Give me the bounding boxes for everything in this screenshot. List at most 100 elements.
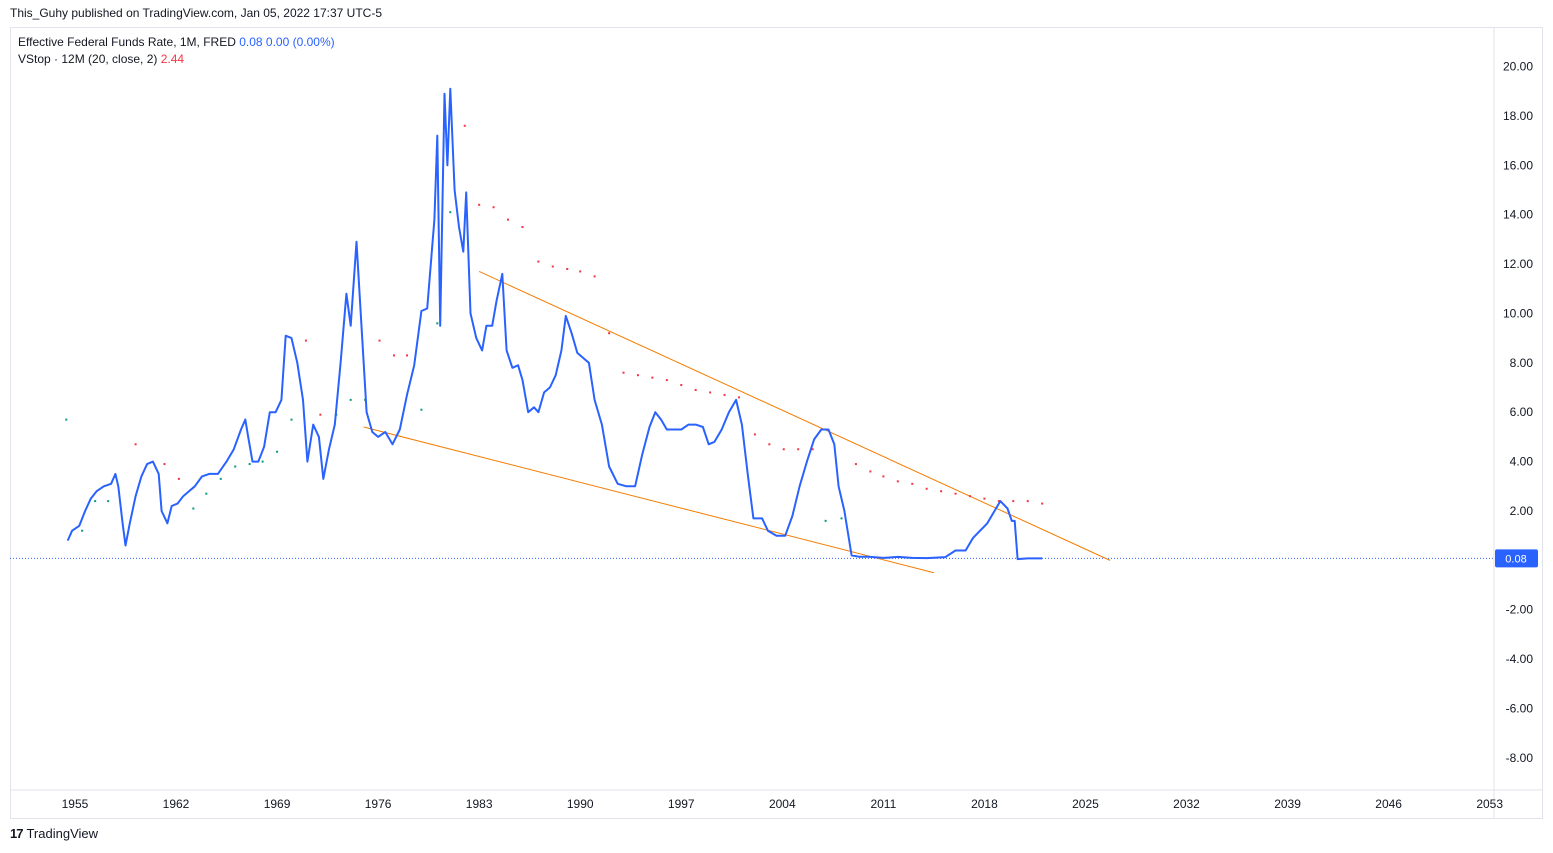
x-tick-label: 1983 [466,797,493,811]
y-tick-label: 16.00 [1503,158,1533,172]
vstop-point [768,443,771,446]
x-tick-label: 2004 [769,797,796,811]
vstop-point [205,492,208,495]
vstop-point [1026,500,1029,503]
last-price-tag: 0.08 [1495,549,1538,568]
vstop-point [694,388,697,391]
tradingview-logo-icon: 17 [10,826,24,841]
vstop-point [405,354,408,357]
trendlines[interactable] [363,271,1111,574]
vstop-point [276,450,279,453]
vstop-point [81,529,84,532]
vstop-point [551,265,554,268]
x-tick-label: 1955 [62,797,89,811]
price-axis[interactable]: 20.00 18.00 16.00 14.00 12.00 10.00 8.00 6.00 4.… [1503,60,1533,765]
vstop-point [507,218,510,221]
vstop-point [840,517,843,520]
vstop-point [954,492,957,495]
x-tick-label: 2053 [1476,797,1503,811]
vstop-point [304,339,307,342]
vstop-point [797,448,800,451]
y-tick-label: -6.00 [1506,702,1534,716]
vstop-point [753,433,756,436]
vstop-point [709,391,712,394]
vstop-point [163,463,166,466]
y-tick-label: 20.00 [1503,60,1533,74]
vstop-point [680,384,683,387]
x-tick-label: 1997 [668,797,695,811]
vstop-point [869,470,872,473]
vstop-point [192,507,195,510]
vstop-point [882,475,885,478]
y-tick-label: 6.00 [1510,405,1534,419]
vstop-point [723,393,726,396]
vstop-point [782,448,785,451]
vstop-point [521,226,524,229]
series-line [66,87,1043,561]
vstop-point [107,500,110,503]
vstop-point [1041,502,1044,505]
legend-series-name: Effective Federal Funds Rate, 1M, FRED [18,35,236,49]
x-tick-label: 2032 [1173,797,1200,811]
vstop-point [134,443,137,446]
vstop-point [492,206,495,209]
vstop-point [622,371,625,374]
y-tick-label: 4.00 [1510,455,1534,469]
x-tick-label: 2039 [1274,797,1301,811]
vstop-point [636,374,639,377]
price-tag-box [1495,549,1538,568]
vstop-point [378,339,381,342]
vstop-point [811,448,814,451]
vstop-point [911,482,914,485]
y-tick-label: 2.00 [1510,504,1534,518]
vstop-point [896,480,899,483]
footer-brand[interactable]: 17 TradingView [10,826,98,841]
vstop-markers [65,124,1044,532]
x-tick-label: 2046 [1375,797,1402,811]
vstop-point [651,376,654,379]
vstop-point [968,495,971,498]
vstop-point [537,260,540,263]
vstop-point [234,465,237,468]
trendline [478,271,1111,561]
x-tick-label: 2018 [971,797,998,811]
vstop-point [1012,500,1015,503]
vstop-point [219,477,222,480]
time-axis[interactable]: 1955 1962 1969 1976 1983 1990 1997 2004 2011 2018… [62,797,1504,811]
vstop-point [579,270,582,273]
legend-vstop-value: 2.44 [160,52,185,66]
vstop-point [65,418,68,421]
y-tick-label: -8.00 [1506,751,1534,765]
x-tick-label: 2025 [1072,797,1099,811]
y-tick-label: -4.00 [1506,652,1534,666]
vstop-point [566,267,569,270]
vstop-point [349,398,352,401]
legend-vstop[interactable]: VStop · 12M (20, close, 2) 2.44 [18,52,184,66]
y-tick-label: 14.00 [1503,208,1533,222]
x-tick-label: 2011 [870,797,896,811]
x-tick-label: 1962 [163,797,190,811]
vstop-point [319,413,322,416]
vstop-point [177,477,180,480]
publish-line: This_Guhy published on TradingView.com, … [10,6,382,20]
x-tick-label: 1976 [365,797,392,811]
trendline [363,426,935,574]
x-tick-label: 1990 [567,797,594,811]
legend-series-value: 0.08 [239,35,263,49]
vstop-point [392,354,395,357]
vstop-point [983,497,986,500]
legend-main-series[interactable]: Effective Federal Funds Rate, 1M, FRED 0… [18,35,335,49]
vstop-point [738,396,741,399]
y-tick-label: -2.00 [1506,603,1534,617]
vstop-point [449,211,452,214]
vstop-point [608,332,611,335]
vstop-point [478,203,481,206]
vstop-point [94,500,97,503]
legend-series-change: 0.00 (0.00%) [265,35,335,49]
vstop-point [420,408,423,411]
chart-frame [10,27,1543,819]
y-tick-label: 12.00 [1503,257,1533,271]
brand-name: TradingView [26,826,99,841]
vstop-point [824,519,827,522]
